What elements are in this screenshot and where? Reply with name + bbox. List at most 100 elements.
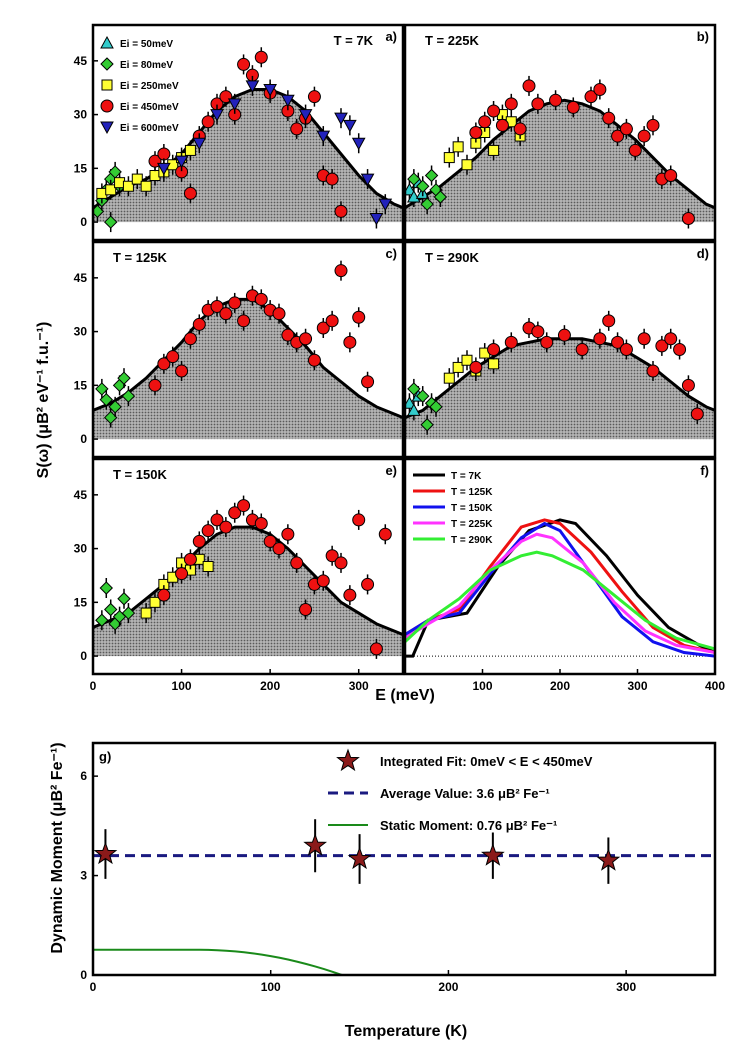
- data-point-80: [433, 190, 448, 204]
- y-tick-label: 0: [80, 432, 87, 446]
- data-point-450: [148, 378, 162, 392]
- plot-area-e: [93, 495, 403, 659]
- x-tick-label: 200: [550, 679, 570, 693]
- panel-title: T = 290K: [425, 250, 479, 265]
- legend-label: T = 150K: [451, 503, 493, 514]
- data-point-450: [361, 375, 375, 389]
- data-point-450: [637, 332, 651, 346]
- data-point-80: [100, 57, 114, 71]
- g-x-axis-title: Temperature (K): [345, 1023, 467, 1040]
- data-point-450: [584, 90, 598, 104]
- series-Ei80meV: [95, 368, 136, 428]
- data-point-600: [334, 112, 348, 126]
- series-Ei80meV: [95, 578, 136, 634]
- data-point-250: [131, 173, 143, 185]
- frame-e: [91, 457, 405, 676]
- data-point-450: [334, 556, 348, 570]
- x-tick-label: 200: [260, 679, 280, 693]
- data-point-80: [99, 581, 113, 595]
- data-point-250: [122, 180, 134, 192]
- data-point-450: [611, 129, 625, 143]
- frame-b: [403, 23, 717, 242]
- data-point-80: [121, 389, 136, 403]
- data-point-450: [228, 296, 242, 310]
- data-point-80: [99, 392, 113, 407]
- x-tick-label: 0: [90, 980, 97, 994]
- data-point-450: [611, 335, 625, 349]
- data-point-80: [95, 613, 109, 627]
- y-tick-label: 0: [80, 968, 87, 982]
- data-point-450: [681, 378, 695, 392]
- curve-T150K: [405, 521, 715, 658]
- y-tick-label: 15: [74, 378, 88, 392]
- panel-label: e): [385, 463, 397, 478]
- data-point-450: [201, 115, 215, 129]
- data-point-50: [100, 35, 114, 49]
- data-point-450: [299, 603, 313, 616]
- data-point-250: [452, 141, 464, 153]
- data-point-450: [513, 122, 527, 136]
- data-point-450: [495, 118, 509, 132]
- y-tick-label: 30: [74, 108, 88, 122]
- y-tick-label: 45: [74, 271, 88, 285]
- x-tick-label: 300: [627, 679, 647, 693]
- data-point-450: [183, 332, 197, 346]
- data-point-250: [202, 561, 214, 572]
- curve-T125K: [405, 518, 715, 654]
- legend-label: Ei = 80meV: [120, 60, 173, 71]
- data-point-250: [461, 159, 473, 171]
- legend-label: Ei = 450meV: [120, 102, 179, 113]
- data-point-450: [325, 549, 339, 563]
- y-tick-label: 3: [80, 869, 87, 883]
- data-point-450: [175, 364, 189, 378]
- legend-label: Static Moment: 0.76 μB² Fe⁻¹: [380, 818, 557, 833]
- star-point: [596, 848, 621, 871]
- data-point-80: [429, 400, 443, 414]
- data-point-600: [378, 198, 393, 212]
- shared-x-axis-title: E (meV): [375, 687, 435, 704]
- curve-T290K: [405, 550, 715, 651]
- data-point-450: [254, 517, 268, 530]
- data-point-250: [149, 596, 161, 608]
- data-point-450: [166, 350, 180, 364]
- data-point-450: [378, 527, 392, 541]
- data-point-450: [469, 126, 483, 139]
- data-point-450: [183, 552, 197, 566]
- data-point-450: [637, 129, 651, 143]
- data-point-450: [673, 343, 687, 356]
- star-point: [93, 841, 118, 865]
- panel-d: d) T = 290K: [403, 240, 717, 459]
- legend-g: Integrated Fit: 0meV < E < 450meV Average…: [328, 748, 593, 833]
- data-point-80: [420, 197, 434, 211]
- fit-area: [93, 527, 403, 657]
- data-point-450: [690, 407, 704, 421]
- data-point-450: [369, 642, 383, 656]
- data-point-450: [602, 314, 616, 328]
- legend-label: Integrated Fit: 0meV < E < 450meV: [380, 754, 593, 769]
- x-tick-label: 100: [261, 980, 281, 994]
- data-point-600: [343, 119, 357, 133]
- data-point-450: [655, 339, 669, 353]
- data-point-450: [681, 212, 695, 225]
- plot-area-c: [93, 260, 403, 440]
- data-point-450: [469, 360, 483, 374]
- plot-area-b: [405, 75, 715, 229]
- data-point-450: [281, 527, 295, 541]
- data-point-450: [210, 513, 224, 527]
- data-point-450: [593, 83, 607, 96]
- panel-label: g): [99, 749, 111, 764]
- data-point-450: [522, 79, 536, 93]
- y-tick-label: 0: [80, 215, 87, 229]
- panel-title: T = 125K: [113, 250, 167, 265]
- data-point-450: [325, 172, 339, 186]
- data-point-450: [272, 542, 286, 556]
- panel-label: a): [385, 29, 397, 44]
- series-Ei450meV: [157, 495, 392, 659]
- series-Ei80meV: [407, 378, 443, 435]
- data-point-250: [443, 152, 455, 164]
- data-point-450: [157, 588, 171, 602]
- data-point-450: [646, 364, 660, 378]
- series-Ei250meV: [140, 549, 214, 624]
